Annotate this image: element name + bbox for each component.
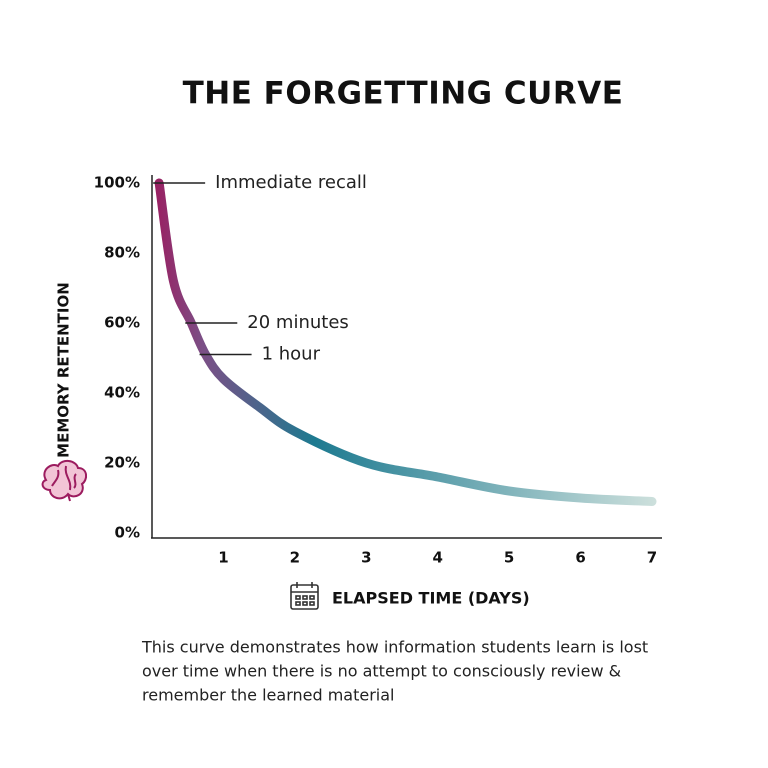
x-tick-label: 7 — [647, 549, 657, 567]
x-tick-label: 5 — [504, 549, 514, 567]
x-tick-label: 6 — [575, 549, 585, 567]
x-tick-label: 3 — [361, 549, 371, 567]
x-tick-label: 1 — [218, 549, 228, 567]
caption: This curve demonstrates how information … — [141, 638, 648, 657]
annotation: Immediate recall — [215, 172, 367, 193]
y-tick-label: 60% — [104, 314, 140, 332]
x-tick-label: 2 — [290, 549, 300, 567]
annotation: 1 hour — [262, 344, 321, 365]
y-tick-label: 20% — [104, 454, 140, 472]
y-tick-label: 80% — [104, 244, 140, 262]
x-tick-label: 4 — [432, 549, 442, 567]
y-tick-label: 40% — [104, 384, 140, 402]
chart-title: THE FORGETTING CURVE — [183, 76, 624, 112]
caption: remember the learned material — [142, 686, 395, 705]
y-tick-label: 0% — [115, 524, 140, 542]
y-tick-label: 100% — [94, 174, 140, 192]
x-axis-label: ELAPSED TIME (DAYS) — [332, 589, 530, 608]
forgetting-curve — [154, 178, 657, 506]
brain-icon — [41, 460, 88, 502]
annotation: 20 minutes — [247, 312, 348, 333]
y-axis-label: MEMORY RETENTION — [55, 282, 73, 458]
caption: over time when there is no attempt to co… — [142, 662, 621, 681]
calendar-icon — [290, 582, 319, 610]
